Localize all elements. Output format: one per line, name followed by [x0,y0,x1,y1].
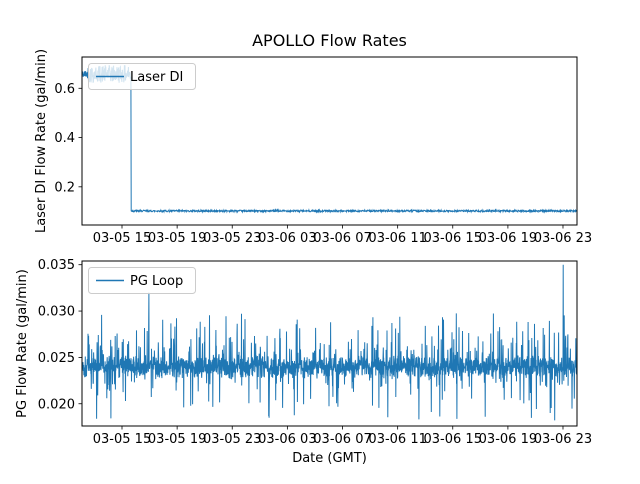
x-tick-label: 03-06 19 [479,432,537,447]
y-tick-label: 0.030 [38,305,75,320]
x-tick-label: 03-06 15 [424,432,482,447]
legend-label-laser-di: Laser DI [130,70,183,85]
laser-di-line [81,65,578,214]
x-tick-label: 03-06 19 [479,231,537,246]
x-tick-label: 03-05 23 [203,432,261,447]
y-ticks: 0.020 0.025 0.030 0.035 [38,258,82,412]
axes-frame [81,260,578,427]
x-tick-label: 03-06 11 [368,231,426,246]
x-tick-label: 03-06 23 [534,432,592,447]
x-tick-label: 03-05 15 [93,231,151,246]
y-tick-label: 0.020 [38,397,75,412]
legend-laser-di: Laser DI [88,63,196,90]
x-axis-label: Date (GMT) [292,451,367,466]
x-tick-label: 03-05 23 [203,231,261,246]
legend-label-pg-loop: PG Loop [130,274,183,289]
y-ticks: 0.2 0.4 0.6 [54,82,82,195]
x-tick-label: 03-06 11 [368,432,426,447]
x-tick-label: 03-05 19 [148,432,206,447]
chart-title: APOLLO Flow Rates [252,31,407,50]
y-tick-label: 0.2 [54,180,75,195]
axes-frame [81,56,578,226]
y-tick-label: 0.4 [54,131,75,146]
bottom-y-axis-label: PG Flow Rate (gal/min) [15,269,30,418]
x-tick-label: 03-06 07 [313,231,371,246]
x-tick-label: 03-06 03 [258,432,316,447]
legend-pg-loop: PG Loop [88,267,196,294]
legend-box [88,63,196,90]
x-tick-label: 03-06 07 [313,432,371,447]
top-y-axis-label: Laser DI Flow Rate (gal/min) [34,49,49,233]
y-tick-label: 0.025 [38,351,75,366]
y-tick-label: 0.6 [54,82,75,97]
x-tick-label: 03-06 03 [258,231,316,246]
pg-loop-line [81,264,578,421]
x-tick-label: 03-06 23 [534,231,592,246]
y-tick-label: 0.035 [38,258,75,273]
legend-box [88,267,196,294]
x-tick-label: 03-05 19 [148,231,206,246]
x-tick-label: 03-05 15 [93,432,151,447]
x-tick-label: 03-06 15 [424,231,482,246]
